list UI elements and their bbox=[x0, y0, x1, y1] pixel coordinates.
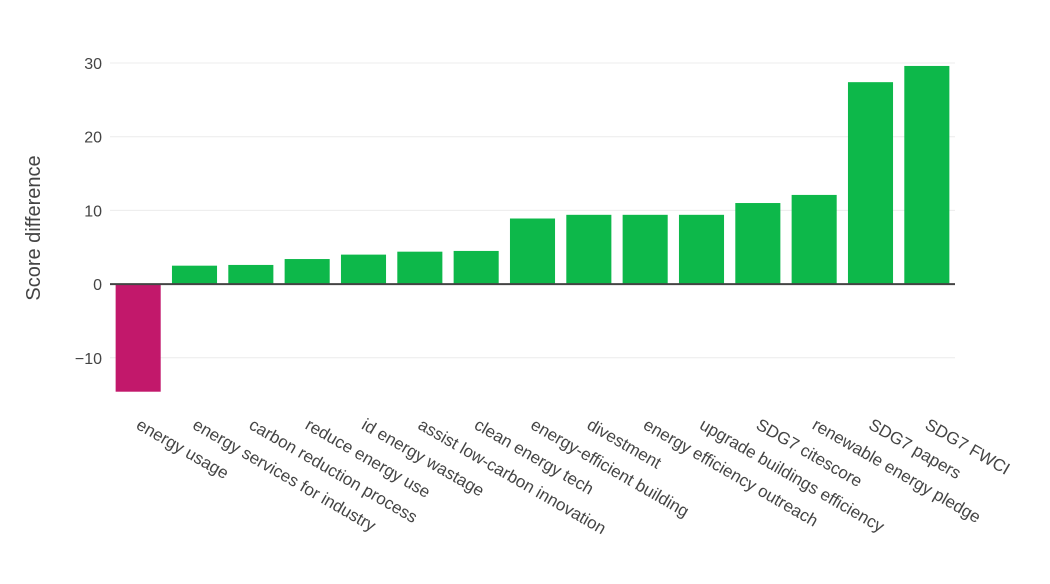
bar bbox=[566, 214, 612, 285]
y-tick-label: 10 bbox=[84, 203, 102, 220]
bar bbox=[678, 214, 725, 285]
y-tick-label: 20 bbox=[84, 130, 102, 147]
bar bbox=[735, 203, 781, 285]
bar bbox=[509, 218, 556, 285]
bar bbox=[791, 194, 837, 285]
bar bbox=[340, 254, 387, 285]
bar bbox=[904, 65, 950, 285]
bar bbox=[171, 265, 218, 285]
bar bbox=[622, 214, 668, 285]
y-axis-title: Score difference bbox=[23, 155, 45, 300]
y-tick-label: −10 bbox=[75, 351, 102, 368]
y-tick-label: 30 bbox=[84, 56, 102, 73]
bar bbox=[397, 251, 443, 285]
y-tick-label: 0 bbox=[93, 277, 102, 294]
bar bbox=[115, 284, 161, 392]
bar bbox=[453, 250, 499, 285]
bar bbox=[847, 82, 894, 285]
bar bbox=[284, 259, 330, 285]
bar bbox=[228, 264, 274, 285]
y-tick-labels: −10 0 10 20 30 bbox=[75, 56, 102, 368]
bars bbox=[115, 65, 950, 392]
